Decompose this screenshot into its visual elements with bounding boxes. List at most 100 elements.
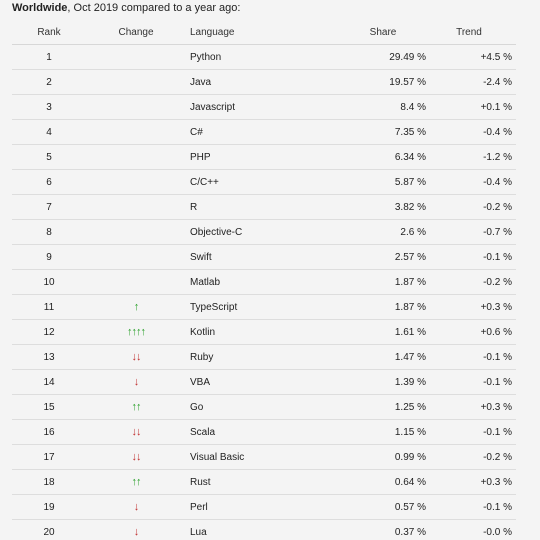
language-cell: Kotlin [186,319,340,345]
table-row: 17 ↓↓ Visual Basic 0.99 % -0.2 % [12,444,516,470]
trend-cell: +0.6 % [426,319,516,345]
trend-cell: +4.5 % [426,44,516,70]
table-body: 1 Python 29.49 % +4.5 % 2 Java 19.57 % -2.4 % 3 J… [12,44,516,540]
rank-cell: 4 [12,119,86,145]
language-cell: Javascript [186,94,340,120]
table-row: 6 C/C++ 5.87 % -0.4 % [12,169,516,195]
rank-cell: 1 [12,44,86,70]
trend-cell: -0.1 % [426,344,516,370]
change-cell: ↓ [86,494,186,520]
trend-cell: -0.1 % [426,419,516,445]
table-row: 12 ↑↑↑↑ Kotlin 1.61 % +0.6 % [12,319,516,345]
rank-cell: 7 [12,194,86,220]
share-cell: 29.49 % [340,44,426,70]
change-cell [86,119,186,145]
trend-cell: -0.0 % [426,519,516,540]
change-arrows-icon: ↑↑ [131,401,142,413]
table-row: 15 ↑↑ Go 1.25 % +0.3 % [12,394,516,420]
rank-cell: 8 [12,219,86,245]
change-arrows-icon: ↑ [133,301,139,313]
trend-cell: -0.4 % [426,169,516,195]
share-cell: 1.87 % [340,269,426,295]
rank-cell: 20 [12,519,86,540]
trend-cell: +0.3 % [426,294,516,320]
table-row: 3 Javascript 8.4 % +0.1 % [12,94,516,120]
table-row: 13 ↓↓ Ruby 1.47 % -0.1 % [12,344,516,370]
table-row: 2 Java 19.57 % -2.4 % [12,69,516,95]
header-trend[interactable]: Trend [426,20,516,45]
table-row: 1 Python 29.49 % +4.5 % [12,44,516,70]
table-caption: Worldwide, Oct 2019 compared to a year a… [12,1,240,15]
table-row: 10 Matlab 1.87 % -0.2 % [12,269,516,295]
share-cell: 1.87 % [340,294,426,320]
trend-cell: -0.1 % [426,494,516,520]
table-row: 7 R 3.82 % -0.2 % [12,194,516,220]
share-cell: 5.87 % [340,169,426,195]
language-cell: Perl [186,494,340,520]
table-row: 18 ↑↑ Rust 0.64 % +0.3 % [12,469,516,495]
trend-cell: -0.2 % [426,194,516,220]
change-arrows-icon: ↑↑ [131,476,142,488]
language-cell: VBA [186,369,340,395]
table-row: 8 Objective-C 2.6 % -0.7 % [12,219,516,245]
change-cell [86,94,186,120]
trend-cell: -0.1 % [426,244,516,270]
rank-cell: 12 [12,319,86,345]
trend-cell: +0.3 % [426,469,516,495]
language-cell: C# [186,119,340,145]
header-share[interactable]: Share [340,20,426,45]
language-ranking-table: Rank Change Language Share Trend 1 Python… [12,20,516,540]
language-cell: Swift [186,244,340,270]
change-arrows-icon: ↓ [133,526,139,538]
rank-cell: 5 [12,144,86,170]
caption-text: , Oct 2019 compared to a year ago: [67,2,241,14]
language-cell: C/C++ [186,169,340,195]
change-arrows-icon: ↓↓ [131,451,142,463]
share-cell: 1.39 % [340,369,426,395]
trend-cell: -1.2 % [426,144,516,170]
rank-cell: 16 [12,419,86,445]
trend-cell: -0.2 % [426,444,516,470]
language-cell: Python [186,44,340,70]
trend-cell: -0.1 % [426,369,516,395]
caption-region: Worldwide [12,2,68,14]
share-cell: 0.37 % [340,519,426,540]
share-cell: 0.57 % [340,494,426,520]
rank-cell: 17 [12,444,86,470]
trend-cell: -2.4 % [426,69,516,95]
share-cell: 1.15 % [340,419,426,445]
change-arrows-icon: ↓↓ [131,351,142,363]
language-cell: Ruby [186,344,340,370]
change-cell [86,44,186,70]
language-cell: R [186,194,340,220]
table-row: 11 ↑ TypeScript 1.87 % +0.3 % [12,294,516,320]
share-cell: 7.35 % [340,119,426,145]
change-cell [86,194,186,220]
trend-cell: +0.3 % [426,394,516,420]
change-cell: ↓↓ [86,344,186,370]
share-cell: 1.25 % [340,394,426,420]
header-rank[interactable]: Rank [12,20,86,45]
share-cell: 19.57 % [340,69,426,95]
language-cell: Matlab [186,269,340,295]
language-cell: Java [186,69,340,95]
change-arrows-icon: ↓↓ [131,426,142,438]
language-cell: Visual Basic [186,444,340,470]
change-cell: ↑↑ [86,469,186,495]
change-arrows-icon: ↑↑↑↑ [127,326,146,338]
header-change[interactable]: Change [86,20,186,45]
rank-cell: 9 [12,244,86,270]
share-cell: 8.4 % [340,94,426,120]
trend-cell: -0.2 % [426,269,516,295]
language-cell: PHP [186,144,340,170]
trend-cell: -0.7 % [426,219,516,245]
table-row: 9 Swift 2.57 % -0.1 % [12,244,516,270]
header-language[interactable]: Language [186,20,340,45]
language-cell: Objective-C [186,219,340,245]
change-cell [86,169,186,195]
language-cell: Lua [186,519,340,540]
rank-cell: 2 [12,69,86,95]
change-cell: ↑ [86,294,186,320]
share-cell: 2.57 % [340,244,426,270]
